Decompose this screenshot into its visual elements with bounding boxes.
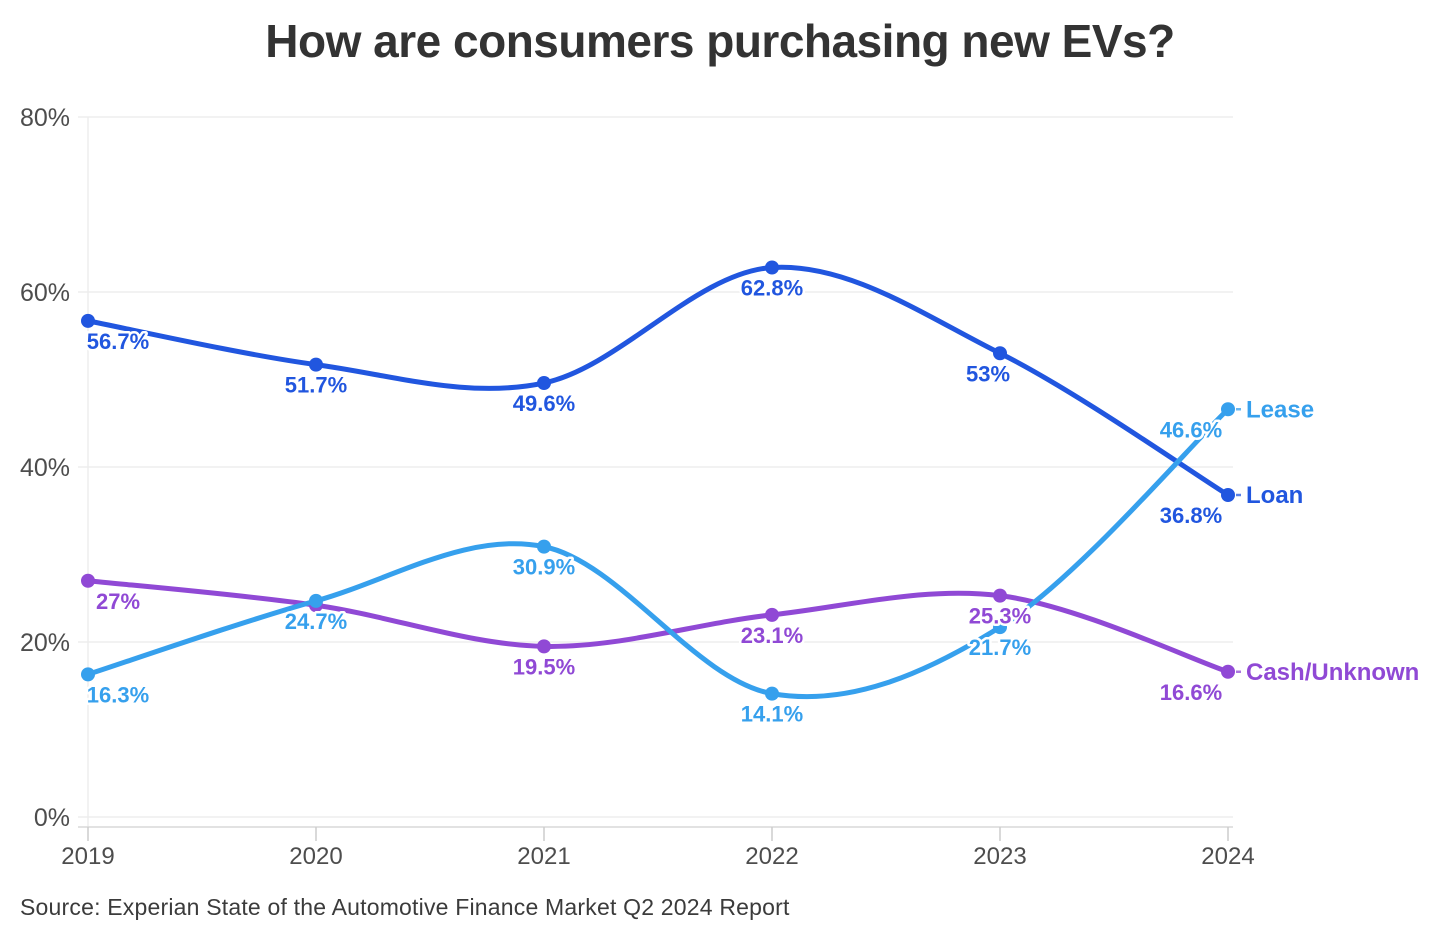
data-point-label-loan: 49.6%	[513, 391, 575, 416]
x-axis-label: 2023	[973, 843, 1026, 870]
data-point-cash-unknown	[765, 607, 779, 622]
data-point-label-cash-unknown: 16.6%	[1160, 680, 1222, 705]
data-point-cash-unknown	[537, 639, 551, 654]
data-point-loan	[765, 260, 779, 275]
data-point-label-cash-unknown: 19.5%	[513, 654, 575, 679]
data-point-loan	[1221, 488, 1235, 502]
x-axis-label: 2024	[1201, 843, 1254, 870]
data-point-label-lease: 14.1%	[741, 702, 803, 727]
series-label-lease: Lease	[1246, 396, 1314, 423]
series-line-loan	[85, 264, 1231, 498]
data-point-label-cash-unknown: 23.1%	[741, 623, 803, 648]
data-point-label-cash-unknown: 25.3%	[969, 604, 1031, 629]
x-axis-label: 2021	[517, 843, 570, 870]
data-point-loan	[309, 357, 323, 372]
data-point-lease	[309, 593, 323, 608]
chart-title: How are consumers purchasing new EVs?	[265, 15, 1175, 67]
series-line-lease	[85, 406, 1231, 700]
data-point-label-loan: 36.8%	[1160, 503, 1222, 528]
series-line-cash-unknown	[85, 578, 1231, 675]
data-point-label-lease: 16.3%	[87, 682, 149, 707]
data-point-label-loan: 51.7%	[285, 373, 347, 398]
data-point-cash-unknown	[81, 573, 95, 588]
data-point-label-lease: 30.9%	[513, 555, 575, 580]
data-point-lease	[537, 539, 551, 554]
data-point-lease	[81, 667, 95, 682]
data-point-label-lease: 21.7%	[969, 635, 1031, 660]
data-point-lease	[1221, 402, 1235, 417]
source-note: Source: Experian State of the Automotive…	[20, 894, 790, 920]
x-axis-label: 2022	[745, 843, 798, 870]
y-axis-label: 80%	[20, 104, 70, 132]
data-point-loan	[993, 346, 1007, 361]
data-point-lease	[765, 686, 779, 701]
data-point-label-cash-unknown: 27%	[96, 589, 140, 614]
data-point-label-lease: 46.6%	[1160, 417, 1222, 442]
data-point-lease	[993, 620, 1007, 635]
data-point-label-loan: 62.8%	[741, 276, 803, 301]
data-point-cash-unknown	[993, 588, 1007, 603]
y-axis-label: 40%	[20, 454, 70, 482]
y-axis-label: 20%	[20, 629, 70, 657]
y-axis-label: 60%	[20, 279, 70, 307]
data-point-label-lease: 24.7%	[285, 609, 347, 634]
data-point-label-loan: 53%	[966, 361, 1010, 386]
series-label-cash-unknown: Cash/Unknown	[1246, 659, 1419, 686]
data-point-label-loan: 56.7%	[87, 329, 149, 354]
data-point-loan	[81, 313, 95, 328]
x-axis-label: 2020	[289, 843, 342, 870]
data-point-cash-unknown	[1221, 664, 1235, 679]
x-axis-label: 2019	[61, 843, 114, 870]
series-label-loan: Loan	[1246, 482, 1303, 509]
data-point-loan	[537, 376, 551, 390]
y-axis-label: 0%	[34, 804, 70, 832]
